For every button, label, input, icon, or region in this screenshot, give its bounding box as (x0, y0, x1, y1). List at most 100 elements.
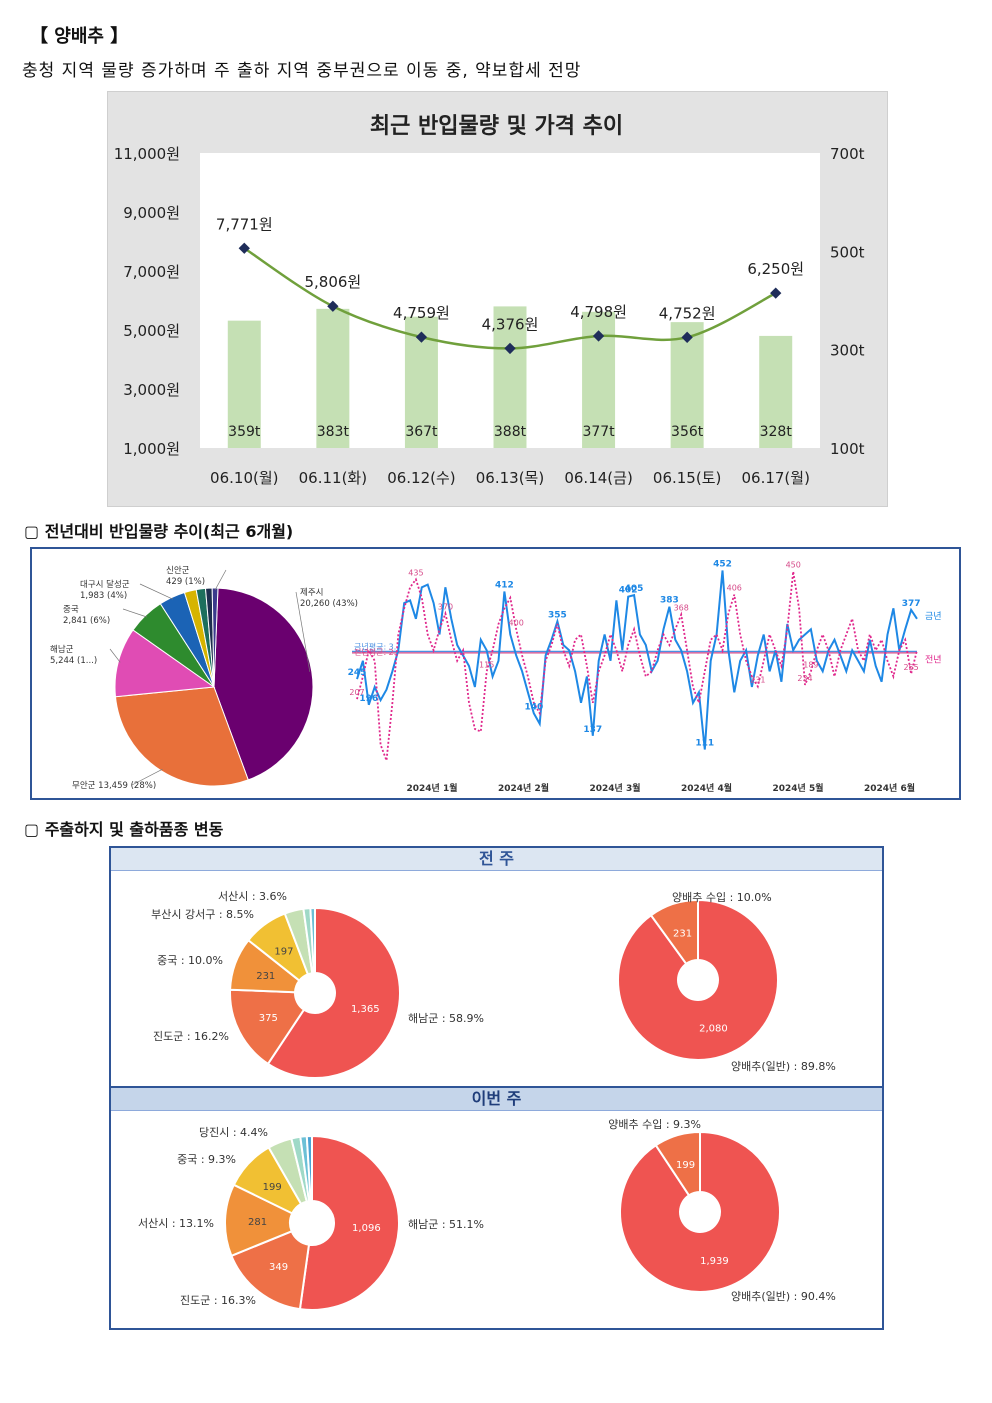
section-heading-trend: ▢ 전년대비 반입물량 추이(최근 6개월) (24, 522, 294, 541)
y-left-tick-label: 7,000원 (123, 263, 180, 281)
pie-leader-line (131, 768, 163, 786)
bar-data-label: 328t (760, 424, 793, 440)
current-peak-label: 377 (902, 599, 921, 609)
donut-category-label: 중국 : 10.0% (157, 954, 223, 967)
price-data-label: 5,806원 (304, 273, 361, 291)
price-point (415, 331, 428, 343)
donut-value-label: 231 (256, 971, 275, 982)
price-point (327, 300, 339, 312)
donut-value-label: 1,096 (352, 1223, 381, 1234)
previous-peak-label: 234 (797, 674, 812, 683)
previous-peak-label: 255 (903, 663, 918, 672)
this-week-band: 이번 주 (111, 1086, 882, 1111)
current-peak-label: 137 (583, 725, 602, 735)
donut-category-label: 중국 : 9.3% (177, 1153, 236, 1166)
y-right-tick-label: 100t (830, 440, 865, 458)
month-axis-label: 2024년 2월 (498, 782, 549, 794)
previous-peak-label: 450 (786, 561, 801, 570)
donut-slice (224, 1183, 294, 1258)
donut-value-label: 197 (274, 947, 293, 958)
volume-bar (670, 322, 704, 448)
page-subtitle: 충청 지역 물량 증가하며 주 출하 지역 중부권으로 이동 중, 약보합세 전… (22, 61, 582, 81)
x-tick-label: 06.15(토) (653, 469, 721, 487)
section-heading-origins: ▢ 주출하지 및 출하품종 변동 (24, 820, 224, 839)
y-right-tick-label: 300t (830, 342, 865, 360)
origins-panel: 1,365 375 231 197 해남군 : 58.9% 진도군 : 16.2% 중국 :… (138, 890, 836, 1311)
pie-slice-label: 1,983 (4%) (80, 591, 127, 601)
pie-slice-label: 20,260 (43%) (300, 599, 358, 609)
previous-peak-label: 231 (750, 675, 765, 684)
price-point (238, 242, 250, 254)
y-right-tick-label: 500t (830, 243, 865, 261)
volume-bar (493, 306, 527, 448)
x-tick-label: 06.14(금) (564, 469, 632, 487)
pie-slice-label: 해남군 (50, 645, 74, 655)
month-axis-label: 2024년 1월 (406, 782, 457, 794)
x-tick-label: 06.13(목) (476, 469, 544, 487)
x-tick-label: 06.17(월) (741, 469, 809, 487)
donut-slice (617, 898, 779, 1061)
pie-leader-line (139, 583, 174, 600)
price-data-label: 4,798원 (570, 303, 627, 321)
donut-slice (649, 898, 699, 966)
previous-year-line (356, 571, 918, 761)
donut-category-label: 양배추(일반) : 90.4% (731, 1289, 836, 1303)
previous-average-label: 전년평균: 2.. (354, 647, 399, 657)
origin-pie-slice (114, 629, 216, 698)
y-left-tick-label: 3,000원 (123, 381, 180, 399)
donut-category-label: 서산시 : 3.6% (218, 890, 287, 903)
donut-category-label: 당진시 : 4.4% (199, 1126, 268, 1139)
previous-peak-label: 115 (479, 660, 494, 669)
y-left-tick-label: 9,000원 (123, 204, 180, 222)
pie-leader-line (214, 569, 227, 591)
current-peak-label: 196 (359, 694, 378, 704)
volume-bar (759, 335, 793, 448)
price-data-label: 4,376원 (482, 315, 539, 333)
bar-data-label: 383t (317, 424, 350, 440)
prev-week-band: 전 주 (111, 848, 882, 871)
price-point (592, 330, 605, 342)
price-data-label: 6,250원 (747, 260, 804, 278)
previous-peak-label: 370 (438, 603, 453, 612)
pie-slice-label: 2,841 (6%) (63, 616, 110, 626)
donut-slice (305, 1134, 313, 1203)
x-tick-label: 06.12(수) (387, 469, 455, 487)
donut-slice (298, 1134, 400, 1311)
origins-panel-frame: 전 주 이번 주 (109, 846, 884, 1330)
previous-peak-label: 435 (408, 568, 423, 577)
current-peak-label: 383 (660, 596, 679, 606)
price-data-label: 4,752원 (659, 304, 716, 322)
donut-category-label: 해남군 : 51.1% (408, 1217, 484, 1231)
bar-data-label: 377t (582, 424, 615, 440)
current-year-line (356, 570, 918, 750)
price-point (681, 331, 693, 343)
donut-value-label: 2,080 (699, 1024, 728, 1035)
month-axis-label: 2024년 3월 (589, 782, 640, 794)
series-legend-label: 전년 (925, 654, 942, 665)
donut-category-label: 양배추 수입 : 9.3% (608, 1118, 701, 1131)
pie-slice-label: 무안군 13,459 (28%) (72, 780, 156, 791)
pie-slice-label: 대구시 달성군 (80, 579, 130, 590)
donut-category-label: 진도군 : 16.2% (153, 1030, 229, 1043)
donut-value-label: 231 (673, 928, 692, 939)
price-data-label: 4,759원 (393, 304, 450, 322)
volume-bar (227, 320, 261, 448)
donut-category-label: 양배추(일반) : 89.8% (731, 1059, 836, 1073)
donut-slice (309, 906, 316, 975)
volume-bar (316, 308, 350, 448)
previous-peak-label: 207 (349, 688, 364, 697)
x-tick-label: 06.11(화) (299, 469, 367, 487)
donut-category-label: 서산시 : 13.1% (138, 1217, 214, 1230)
current-peak-label: 405 (625, 584, 644, 594)
series-legend-label: 금년 (925, 611, 942, 622)
donut-slice (230, 1229, 311, 1311)
donut-value-label: 199 (263, 1182, 282, 1193)
donut-value-label: 199 (676, 1160, 695, 1171)
donut-category-label: 해남군 : 58.9% (408, 1011, 484, 1025)
bar-data-label: 359t (228, 424, 261, 440)
y-left-tick-label: 11,000원 (114, 145, 180, 163)
current-peak-label: 355 (548, 610, 567, 620)
month-axis-label: 2024년 6월 (864, 782, 915, 794)
pie-leader-line (109, 648, 121, 663)
current-peak-label: 412 (495, 580, 514, 590)
